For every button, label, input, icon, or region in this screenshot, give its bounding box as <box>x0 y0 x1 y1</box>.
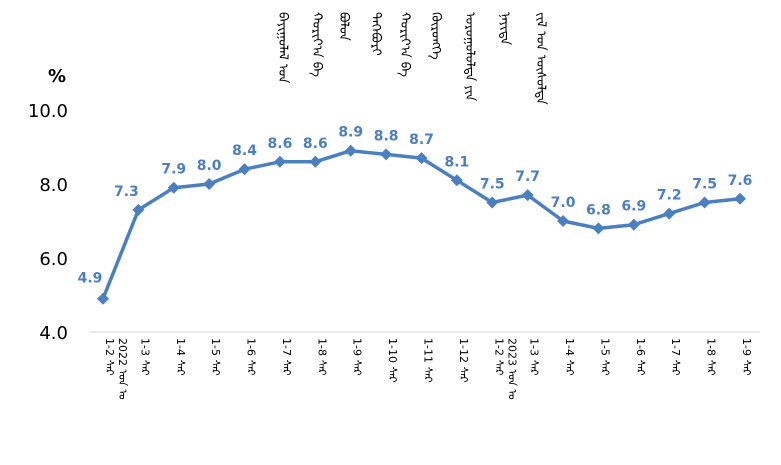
x-tick-label-line: 1-9 ᠰᠠᠷ <box>740 338 753 376</box>
title-line: ᠬᠥᠷᠥᠩᠭᠡ <box>428 12 443 60</box>
data-point <box>132 203 145 216</box>
x-tick-label: 1-8 ᠰᠠᠷ <box>705 338 718 376</box>
x-tick-label: 1-4 ᠰᠠᠷ <box>563 338 576 376</box>
x-tick-label: 1-2 ᠰᠠᠷ2022 ᠣᠨ ᠤ <box>103 338 129 400</box>
data-point <box>203 178 216 190</box>
data-labels: 4.9 7.3 7.9 8.0 8.4 8.6 8.6 8.9 8.8 8.7 8.1 7.5 7.7 7… <box>78 125 753 287</box>
x-tick-label: 1-7 ᠰᠠᠷ <box>669 338 682 376</box>
data-point <box>380 148 393 161</box>
data-point <box>309 155 322 168</box>
x-tick-label-line: 1-5 ᠰᠠᠷ <box>598 338 611 376</box>
x-tick-label: 1-3 ᠰᠠᠷ <box>528 338 541 376</box>
data-label: 8.7 <box>409 132 434 148</box>
x-tick-label-line: 1-4 ᠰᠠᠷ <box>563 338 576 376</box>
y-tick-label: 6.0 <box>39 249 68 270</box>
y-axis-ticks: 4.0 6.0 8.0 10.0 <box>28 101 68 344</box>
data-point <box>592 222 605 235</box>
x-tick-label: 1-7 ᠰᠠᠷ <box>280 338 293 376</box>
data-point <box>663 207 676 220</box>
data-label: 7.5 <box>692 177 717 193</box>
data-label: 8.6 <box>303 136 328 152</box>
x-axis-ticks: 1-2 ᠰᠠᠷ2022 ᠣᠨ ᠤ 1-3 ᠰᠠᠷ 1-4 ᠰᠠᠷ 1-5 ᠰᠠᠷ 1-6… <box>103 338 753 400</box>
data-label: 7.5 <box>480 177 505 193</box>
data-point <box>238 163 251 176</box>
x-tick-label-line: 1-7 ᠰᠠᠷ <box>669 338 682 376</box>
data-label: 8.1 <box>444 154 469 170</box>
title-line: ᠪᠠᠶᠢᠭᠤᠯᠠᠯ ᠤᠨ <box>275 12 290 84</box>
data-label: 7.9 <box>161 162 186 178</box>
data-point <box>698 196 711 209</box>
data-point <box>415 152 428 165</box>
data-point <box>344 144 357 157</box>
data-point <box>734 192 746 205</box>
x-tick-label: 1-3 ᠰᠠᠷ <box>138 338 151 376</box>
data-label: 8.4 <box>232 143 257 159</box>
x-tick-label: 1-5 ᠰᠠᠷ <box>209 338 222 376</box>
x-tick-label-line: 1-7 ᠰᠠᠷ <box>280 338 293 376</box>
x-tick-label-line: 1-12 ᠰᠠᠷ <box>457 338 470 383</box>
y-axis-unit-label: % <box>48 66 66 87</box>
data-point <box>557 215 570 227</box>
x-tick-label-line: 1-8 ᠰᠠᠷ <box>705 338 718 376</box>
x-tick-label: 1-6 ᠰᠠᠷ <box>634 338 647 376</box>
data-point <box>450 174 463 187</box>
x-tick-label: 1-10 ᠰᠠᠷ <box>386 338 399 383</box>
title-line: ᠵᠢᠯ ᠤᠨ ᠥᠰᠦᠯᠲᠡ <box>533 12 548 105</box>
x-tick-label-line: 1-6 ᠰᠠᠷ <box>634 338 647 376</box>
x-tick-label-line: 1-6 ᠰᠠᠷ <box>245 338 258 376</box>
data-label: 7.0 <box>551 195 576 211</box>
x-tick-label-line: 1-3 ᠰᠠᠷ <box>528 338 541 376</box>
x-tick-label-line: 1-3 ᠰᠠᠷ <box>138 338 151 376</box>
x-tick-label: 1-6 ᠰᠠᠷ <box>245 338 258 376</box>
x-tick-label: 1-11 ᠰᠠᠷ <box>422 338 435 383</box>
x-tick-label: 1-8 ᠰᠠᠷ <box>315 338 328 376</box>
x-tick-label: 1-12 ᠰᠠᠷ <box>457 338 470 383</box>
x-tick-label: 1-2 ᠰᠠᠷ2023 ᠣᠨ ᠤ <box>492 338 518 400</box>
series-points <box>97 144 746 305</box>
title-line: ᠨᠡᠶᠢᠲᠡ <box>497 12 512 45</box>
y-tick-label: 8.0 <box>39 175 68 196</box>
data-label: 6.8 <box>586 202 611 218</box>
data-label: 7.2 <box>657 188 682 204</box>
title-line: ᠤᠷᠤᠭᠤᠯᠤᠯᠲᠠ ᠶᠢᠨ <box>462 12 477 101</box>
data-label: 7.7 <box>515 169 540 185</box>
x-tick-label-line: 1-4 ᠰᠠᠷ <box>174 338 187 376</box>
x-tick-label-line: 1-2 ᠰᠠᠷ <box>492 338 505 376</box>
data-point <box>167 181 180 194</box>
data-label: 8.0 <box>197 158 222 174</box>
x-tick-label-line: 1-9 ᠰᠠᠷ <box>351 338 364 376</box>
data-point <box>486 196 499 209</box>
data-point <box>97 292 109 305</box>
data-point <box>627 218 640 231</box>
x-tick-label-line: 2023 ᠣᠨ ᠤ <box>505 338 518 400</box>
data-label: 7.3 <box>114 184 139 200</box>
data-label: 8.8 <box>374 128 399 144</box>
title-line: ᠬᠤᠷᠢᠶ᠎ᠠ ᠪᠠ <box>397 12 412 77</box>
data-label: 8.6 <box>268 136 293 152</box>
x-tick-label-line: 1-11 ᠰᠠᠷ <box>422 338 435 383</box>
y-tick-label: 4.0 <box>39 323 68 344</box>
chart-title-vertical: ᠪᠠᠶᠢᠭᠤᠯᠠᠯ ᠤᠨ ᠬᠤᠷᠢᠶ᠎ᠠ ᠪᠠ ᠪᠤᠯᠤᠨ ᠳᠡᠭᠡᠪᠦᠷᠢ ᠬᠤᠷᠢᠶ… <box>275 12 548 105</box>
data-point <box>273 155 286 168</box>
title-line: ᠬᠤᠷᠢᠶ᠎ᠠ ᠪᠠ <box>309 12 324 77</box>
data-label: 7.6 <box>728 173 753 189</box>
x-tick-label-line: 1-10 ᠰᠠᠷ <box>386 338 399 383</box>
y-tick-label: 10.0 <box>28 101 68 122</box>
x-tick-label: 1-9 ᠰᠠᠷ <box>740 338 753 376</box>
data-label: 4.9 <box>78 271 103 287</box>
title-line: ᠪᠤᠯᠤᠨ <box>336 12 351 41</box>
x-tick-label-line: 1-2 ᠰᠠᠷ <box>103 338 116 376</box>
data-label: 6.9 <box>621 199 646 215</box>
data-point <box>521 189 534 202</box>
data-label: 8.9 <box>338 125 363 141</box>
x-tick-label: 1-9 ᠰᠠᠷ <box>351 338 364 376</box>
x-tick-label-line: 1-5 ᠰᠠᠷ <box>209 338 222 376</box>
x-tick-label: 1-5 ᠰᠠᠷ <box>598 338 611 376</box>
title-line: ᠳᠡᠭᠡᠪᠦᠷᠢ <box>368 12 383 56</box>
x-tick-label-line: 1-8 ᠰᠠᠷ <box>315 338 328 376</box>
x-tick-label-line: 2022 ᠣᠨ ᠤ <box>116 338 129 400</box>
x-tick-label: 1-4 ᠰᠠᠷ <box>174 338 187 376</box>
